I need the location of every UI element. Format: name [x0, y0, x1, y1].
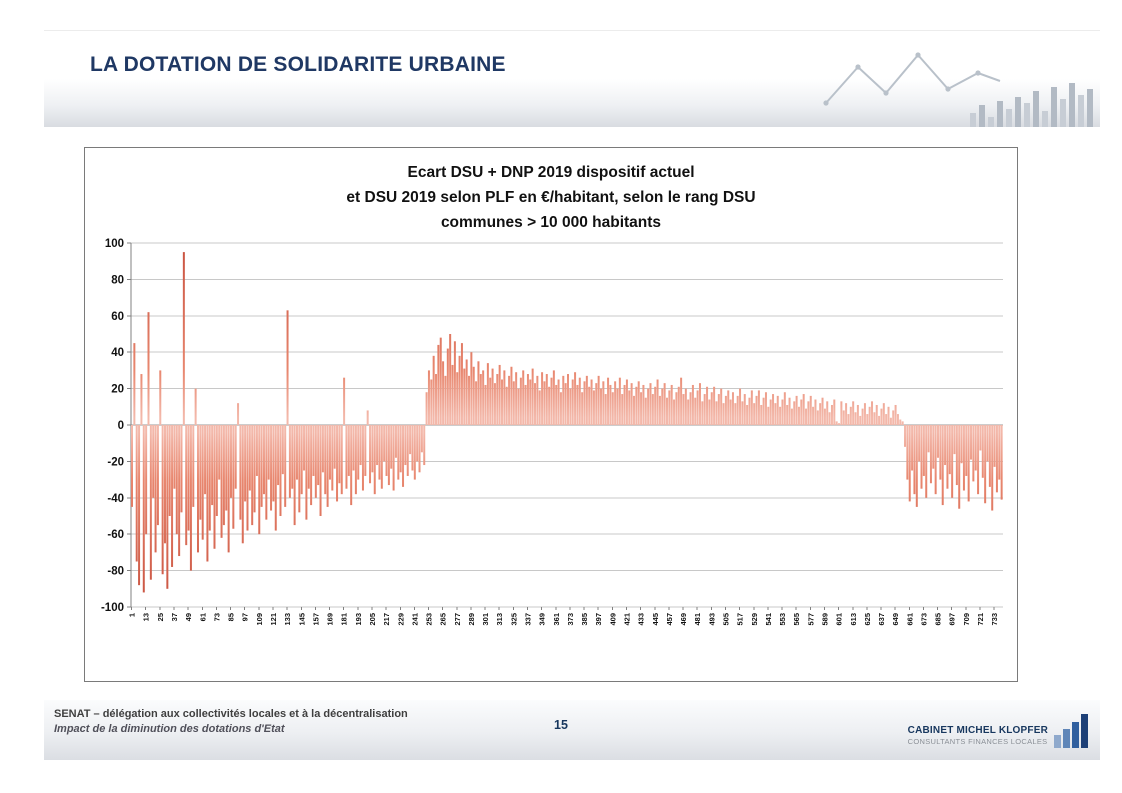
svg-text:541: 541 [764, 613, 773, 626]
svg-text:349: 349 [538, 613, 547, 626]
svg-text:80: 80 [111, 275, 124, 287]
svg-text:601: 601 [835, 613, 844, 626]
svg-text:565: 565 [792, 613, 801, 626]
svg-text:49: 49 [184, 613, 193, 621]
svg-text:613: 613 [849, 613, 858, 626]
svg-text:109: 109 [255, 613, 264, 626]
svg-text:301: 301 [481, 613, 490, 626]
svg-text:709: 709 [962, 613, 971, 626]
svg-text:205: 205 [368, 613, 377, 626]
chart-title: Ecart DSU + DNP 2019 dispositif actuel e… [85, 161, 1017, 235]
svg-text:253: 253 [425, 613, 434, 626]
footer-band: SENAT – délégation aux collectivités loc… [44, 700, 1100, 760]
svg-text:13: 13 [142, 613, 151, 621]
logo-bars-icon [1054, 714, 1088, 748]
slide-title: LA DOTATION DE SOLIDARITE URBAINE [90, 53, 506, 76]
svg-text:673: 673 [919, 613, 928, 626]
cabinet-logo: CABINET MICHEL KLOPFER CONSULTANTS FINAN… [908, 712, 1092, 748]
svg-text:265: 265 [439, 613, 448, 626]
svg-text:733: 733 [990, 613, 999, 626]
logo-name: CABINET MICHEL KLOPFER [907, 725, 1048, 736]
svg-text:697: 697 [948, 613, 957, 626]
svg-text:481: 481 [693, 613, 702, 626]
chart-title-line3: communes > 10 000 habitants [440, 213, 662, 231]
svg-text:241: 241 [410, 613, 419, 626]
bar-chart-plot: 100 80 60 40 20 0 -20 -40 -60 -80 -100 1 13 25 37 49 61 7… [101, 238, 1003, 626]
svg-text:133: 133 [283, 613, 292, 626]
svg-text:121: 121 [269, 613, 278, 626]
svg-text:25: 25 [156, 613, 165, 621]
svg-text:529: 529 [750, 613, 759, 626]
footer-line1: SENAT – délégation aux collectivités loc… [54, 708, 408, 720]
svg-text:721: 721 [976, 613, 985, 626]
svg-text:445: 445 [651, 613, 660, 626]
svg-text:553: 553 [778, 613, 787, 626]
footer-source: SENAT – délégation aux collectivités loc… [54, 708, 408, 735]
svg-text:157: 157 [311, 613, 320, 626]
svg-text:20: 20 [111, 384, 124, 396]
svg-text:493: 493 [707, 613, 716, 626]
svg-text:181: 181 [340, 613, 349, 626]
svg-text:-60: -60 [107, 530, 124, 542]
svg-text:337: 337 [524, 613, 533, 626]
analytics-watermark-icon [823, 52, 1093, 127]
svg-text:433: 433 [637, 613, 646, 626]
footer-line2: Impact de la diminution des dotations d'… [54, 723, 285, 735]
svg-text:193: 193 [354, 613, 363, 626]
svg-text:73: 73 [212, 613, 221, 621]
chart-title-line1: Ecart DSU + DNP 2019 dispositif actuel [407, 164, 695, 181]
svg-text:385: 385 [580, 613, 589, 626]
svg-text:85: 85 [227, 613, 236, 621]
svg-text:313: 313 [495, 613, 504, 626]
header-band: LA DOTATION DE SOLIDARITE URBAINE [44, 30, 1100, 127]
svg-text:361: 361 [552, 613, 561, 626]
chart-title-line2: et DSU 2019 selon PLF en €/habitant, sel… [346, 188, 756, 206]
svg-text:637: 637 [877, 613, 886, 626]
svg-text:1: 1 [128, 613, 137, 617]
svg-text:169: 169 [326, 613, 335, 626]
svg-text:397: 397 [594, 613, 603, 626]
svg-text:0: 0 [118, 420, 124, 432]
svg-text:-20: -20 [107, 457, 124, 469]
svg-text:61: 61 [198, 613, 207, 621]
svg-text:60: 60 [111, 311, 124, 323]
svg-text:97: 97 [241, 613, 250, 621]
svg-text:-80: -80 [107, 566, 124, 578]
svg-text:37: 37 [170, 613, 179, 621]
svg-text:373: 373 [566, 613, 575, 626]
logo-subtitle: CONSULTANTS FINANCES LOCALES [907, 737, 1048, 746]
svg-text:505: 505 [721, 613, 730, 626]
svg-text:469: 469 [679, 613, 688, 626]
page-number: 15 [554, 718, 568, 732]
svg-text:217: 217 [382, 613, 391, 626]
svg-text:589: 589 [820, 613, 829, 626]
svg-text:277: 277 [453, 613, 462, 626]
svg-text:100: 100 [105, 238, 124, 250]
logo-text: CABINET MICHEL KLOPFER CONSULTANTS FINAN… [908, 725, 1048, 748]
svg-text:457: 457 [665, 613, 674, 626]
svg-text:661: 661 [905, 613, 914, 626]
svg-text:625: 625 [863, 613, 872, 626]
svg-text:421: 421 [623, 613, 632, 626]
svg-text:685: 685 [934, 613, 943, 626]
svg-text:577: 577 [806, 613, 815, 626]
chart-container: Ecart DSU + DNP 2019 dispositif actuel e… [84, 147, 1018, 682]
svg-text:517: 517 [736, 613, 745, 626]
svg-text:649: 649 [891, 613, 900, 626]
svg-text:409: 409 [608, 613, 617, 626]
svg-text:-100: -100 [101, 602, 124, 614]
svg-text:325: 325 [509, 613, 518, 626]
svg-text:40: 40 [111, 348, 124, 360]
svg-text:289: 289 [467, 613, 476, 626]
svg-text:229: 229 [396, 613, 405, 626]
svg-text:145: 145 [297, 613, 306, 626]
svg-text:-40: -40 [107, 493, 124, 505]
